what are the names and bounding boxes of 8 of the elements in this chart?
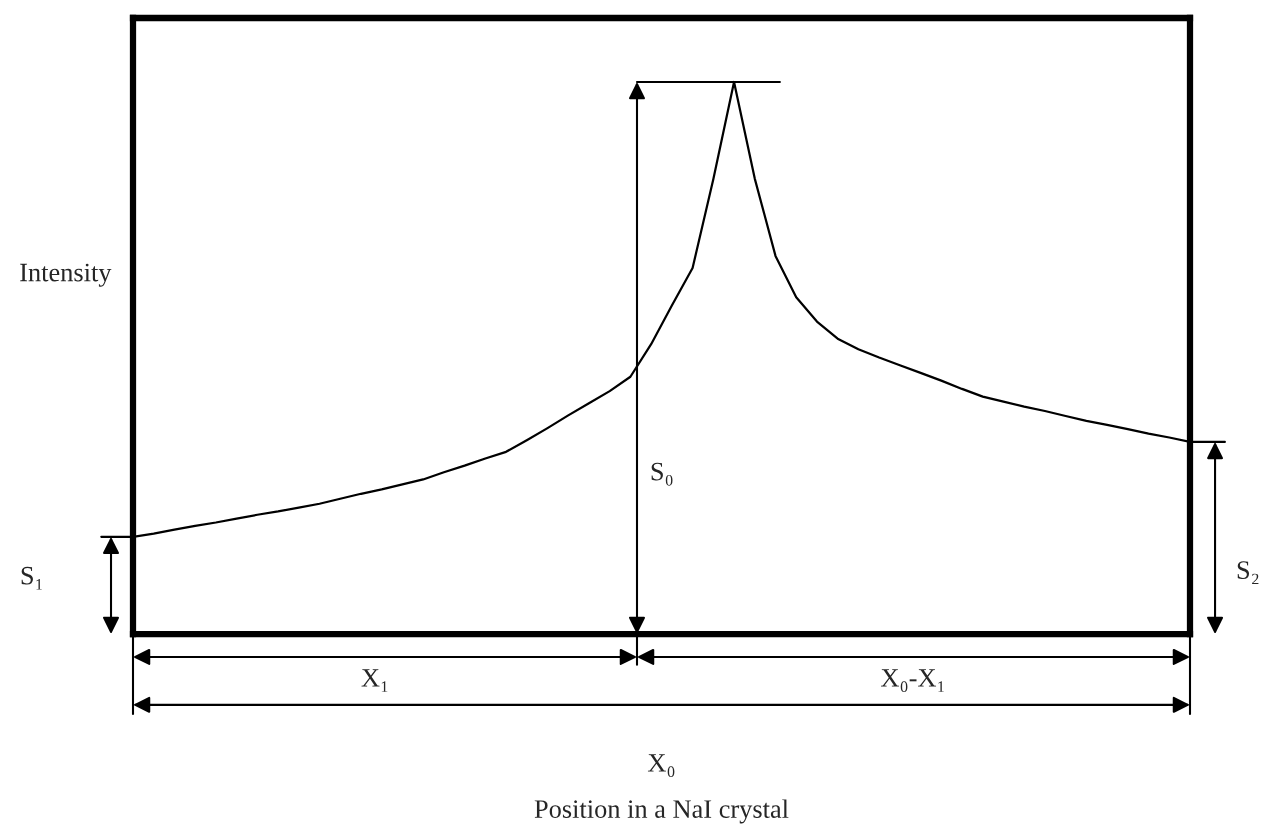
y-axis-title: Intensity bbox=[20, 263, 112, 287]
text: X₁ bbox=[361, 669, 388, 692]
text: X₀ bbox=[647, 754, 675, 778]
text: S₁ bbox=[21, 566, 42, 590]
text: X₀-X₁ bbox=[881, 669, 944, 693]
annotation: S₀ bbox=[651, 462, 673, 486]
text: S₂ bbox=[1237, 561, 1259, 585]
text: Position in a NaI crystal bbox=[534, 799, 789, 824]
